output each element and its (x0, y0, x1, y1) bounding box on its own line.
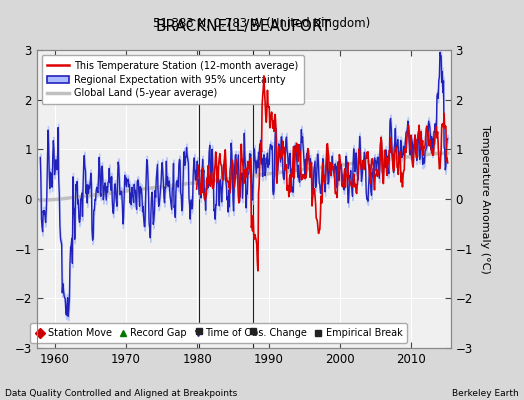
Legend: Station Move, Record Gap, Time of Obs. Change, Empirical Break: Station Move, Record Gap, Time of Obs. C… (30, 324, 407, 343)
Text: Data Quality Controlled and Aligned at Breakpoints: Data Quality Controlled and Aligned at B… (5, 389, 237, 398)
Title: BRACKNELL/BEAUFORT: BRACKNELL/BEAUFORT (156, 18, 332, 34)
Y-axis label: Temperature Anomaly (°C): Temperature Anomaly (°C) (480, 125, 490, 273)
Text: Berkeley Earth: Berkeley Earth (452, 389, 519, 398)
Text: 51.383 N, 0.783 W (United Kingdom): 51.383 N, 0.783 W (United Kingdom) (154, 17, 370, 30)
